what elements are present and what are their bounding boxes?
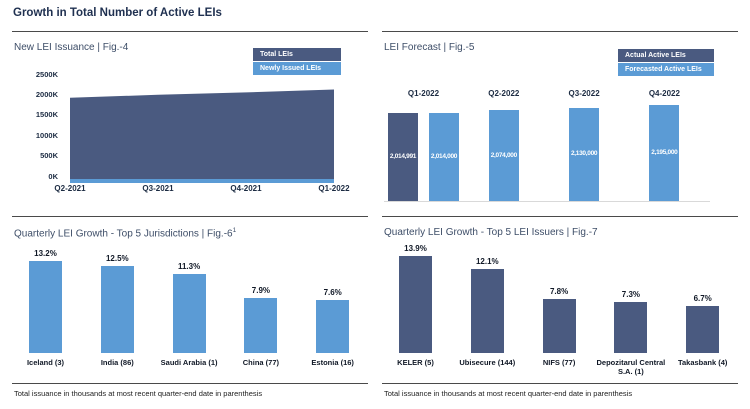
category-label-Depozitarul Central S.A. (1): Depozitarul Central S.A. (1)	[596, 358, 666, 376]
x-label-Q4-2021: Q4-2021	[230, 184, 262, 193]
legend-fig4: Total LEIs Newly Issued LEIs	[253, 48, 341, 76]
bar-Iceland (3)	[29, 261, 62, 353]
legend-item-total-leis: Total LEIs	[253, 48, 341, 61]
y-tick-2500K: 2500K	[35, 69, 58, 79]
area-total-leis	[70, 89, 334, 179]
legend-item-newly-issued-leis: Newly Issued LEIs	[253, 62, 341, 75]
x-label-Q1-2022: Q1-2022	[318, 184, 350, 193]
page-title: Growth in Total Number of Active LEIs	[13, 7, 222, 19]
category-label-China (77): China (77)	[242, 358, 280, 367]
y-tick-0K: 0K	[48, 171, 58, 181]
y-tick-1000K: 1000K	[35, 130, 58, 140]
footnote-rule-fig7	[382, 383, 738, 384]
category-label-Takasbank (4): Takasbank (4)	[677, 358, 728, 367]
bar-KELER (5)	[399, 256, 432, 353]
bar-Estonia (16)	[316, 300, 350, 353]
pct-label-China (77): 7.9%	[251, 286, 270, 296]
bar-value-label: 2,074,000	[490, 151, 518, 159]
category-label-Ubisecure (144): Ubisecure (144)	[459, 358, 516, 367]
quarter-header-Q4-2022: Q4-2022	[648, 89, 680, 98]
bar-Q4-2022-forecast	[649, 105, 680, 201]
bar-Q1-2022-actual	[388, 112, 418, 201]
panel-top5-jurisdictions: Quarterly LEI Growth - Top 5 Jurisdictio…	[12, 216, 368, 408]
pct-label-Ubisecure (144): 12.1%	[475, 256, 499, 266]
pct-label-Takasbank (4): 6.7%	[693, 294, 712, 304]
bar-NIFS (77)	[542, 298, 576, 353]
category-label-NIFS (77): NIFS (77)	[542, 358, 576, 367]
category-label-KELER (5): KELER (5)	[397, 358, 434, 367]
pct-label-India (86): 12.5%	[105, 254, 129, 264]
chart-title-fig6: Quarterly LEI Growth - Top 5 Jurisdictio…	[14, 227, 236, 239]
category-label-Iceland (3): Iceland (3)	[26, 358, 65, 367]
chart-title-fig5-text: LEI Forecast | Fig.-5	[384, 42, 475, 53]
chart-title-fig5: LEI Forecast | Fig.-5	[384, 42, 474, 53]
pct-label-Iceland (3): 13.2%	[34, 249, 57, 259]
pct-label-KELER (5): 13.9%	[404, 244, 427, 254]
area-newly-issued-leis	[70, 179, 334, 183]
category-label-Estonia (16): Estonia (16)	[311, 358, 354, 367]
category-label-India (86): India (86)	[100, 358, 134, 367]
chart-title-fig4: New LEI Issuance | Fig.-4	[14, 42, 128, 53]
y-tick-2000K: 2000K	[35, 89, 58, 99]
quarter-header-Q3-2022: Q3-2022	[568, 89, 600, 98]
bar-Q3-2022-forecast	[569, 107, 600, 201]
pct-label-Saudi Arabia (1): 11.3%	[177, 262, 201, 272]
baseline-fig5	[384, 201, 710, 202]
bar-India (86)	[100, 266, 134, 353]
chart-title-fig4-text: New LEI Issuance | Fig.-4	[14, 42, 129, 53]
chart-title-fig7: Quarterly LEI Growth - Top 5 LEI Issuers…	[384, 227, 598, 238]
bar-Q1-2022-forecast	[429, 113, 459, 201]
bar-Q2-2022-forecast	[488, 110, 519, 201]
chart-title-fig6-text: Quarterly LEI Growth - Top 5 Jurisdictio…	[14, 228, 233, 240]
bar-value-label: 2,130,000	[570, 150, 598, 158]
category-label-Saudi Arabia (1): Saudi Arabia (1)	[160, 358, 218, 367]
chart-title-fig6-sup: 1	[232, 227, 237, 234]
pct-label-NIFS (77): 7.8%	[549, 286, 569, 296]
bar-value-label: 2,014,000	[430, 153, 458, 160]
panel-lei-forecast: LEI Forecast | Fig.-5 Actual Active LEIs…	[382, 31, 738, 209]
bar-China (77)	[244, 298, 278, 353]
y-tick-1500K: 1500K	[35, 110, 58, 120]
bar-value-label: 2,195,000	[651, 149, 678, 156]
bar-Depozitarul Central S.A. (1)	[614, 302, 648, 353]
legend-item-actual-active-leis: Actual Active LEIs	[618, 49, 714, 62]
footnote-rule-fig6	[12, 383, 368, 384]
panel-new-lei-issuance: New LEI Issuance | Fig.-4 Total LEIs New…	[12, 31, 368, 209]
footnote-fig7: Total issuance in thousands at most rece…	[384, 389, 633, 398]
y-tick-500K: 500K	[40, 151, 58, 161]
x-label-Q2-2021: Q2-2021	[54, 184, 86, 193]
legend-fig5: Actual Active LEIs Forecasted Active LEI…	[618, 49, 714, 77]
panel-top5-lei-issuers: Quarterly LEI Growth - Top 5 LEI Issuers…	[382, 216, 738, 408]
x-label-Q3-2021: Q3-2021	[142, 184, 174, 193]
chart-title-fig7-text: Quarterly LEI Growth - Top 5 LEI Issuers…	[384, 227, 598, 238]
quarter-header-Q1-2022: Q1-2022	[407, 89, 440, 98]
pct-label-Estonia (16): 7.6%	[323, 288, 342, 298]
bar-Ubisecure (144)	[470, 268, 504, 353]
bar-Takasbank (4)	[686, 306, 720, 353]
legend-item-forecasted-active-leis: Forecasted Active LEIs	[618, 63, 714, 76]
pct-label-Depozitarul Central S.A. (1): 7.3%	[621, 290, 640, 300]
bar-value-label: 2,014,991	[389, 152, 417, 160]
bar-Saudi Arabia (1)	[172, 274, 206, 353]
footnote-fig6: Total issuance in thousands at most rece…	[14, 389, 263, 398]
area-chart-fig4	[70, 89, 334, 183]
quarter-header-Q2-2022: Q2-2022	[488, 89, 520, 98]
